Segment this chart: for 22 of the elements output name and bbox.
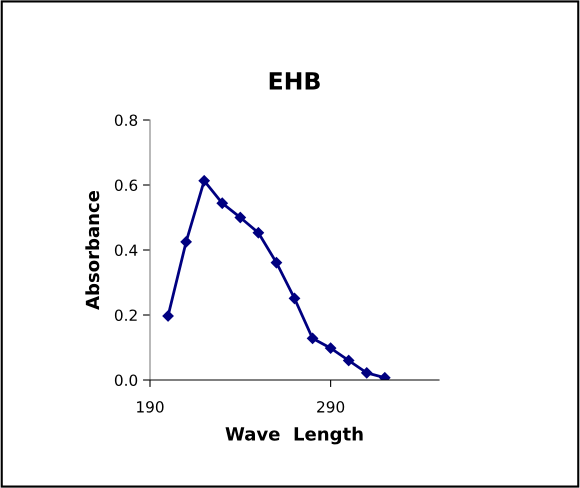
point — [180, 236, 192, 248]
point — [216, 198, 228, 209]
y-tick-label: 0.4 — [114, 244, 138, 256]
point — [325, 342, 336, 354]
y-tick-label: 0.8 — [114, 114, 138, 126]
point — [198, 175, 210, 186]
x-tick-label: 190 — [137, 401, 164, 413]
point — [343, 354, 354, 366]
x-axis-title: Wave Length — [226, 426, 363, 444]
point — [306, 332, 318, 344]
x-tick-label: 290 — [317, 401, 344, 413]
point — [288, 292, 300, 304]
y-tick-label: 0.6 — [114, 179, 138, 192]
y-tick-label: 0.0 — [114, 374, 138, 386]
point — [270, 257, 282, 268]
point — [252, 227, 264, 238]
y-tick-label: 0.2 — [114, 309, 137, 322]
chart-title: EHB — [270, 72, 320, 90]
point — [234, 212, 246, 224]
point — [162, 310, 174, 322]
point — [361, 367, 372, 378]
y-axis-title: Absorbance — [85, 190, 100, 310]
